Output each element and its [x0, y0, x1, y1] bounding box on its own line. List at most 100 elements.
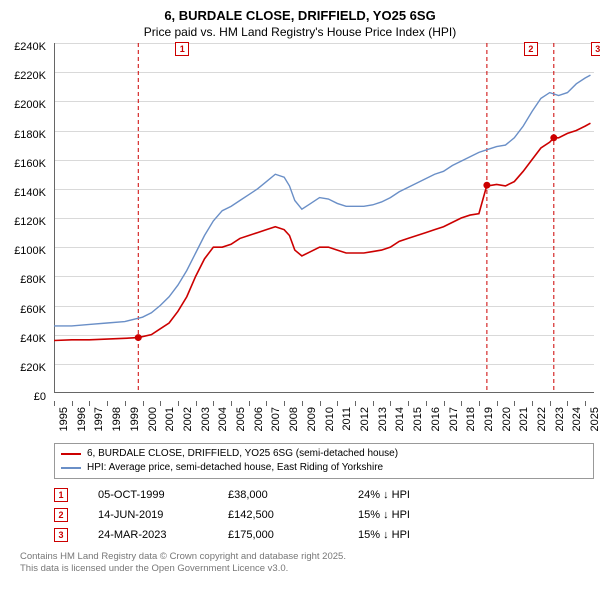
x-axis-label: 2014 [394, 407, 406, 431]
marker-table-date: 14-JUN-2019 [98, 509, 228, 521]
x-tick [461, 401, 462, 406]
x-tick [213, 401, 214, 406]
footer-attribution: Contains HM Land Registry data © Crown c… [20, 551, 590, 575]
x-axis-label: 2011 [341, 407, 353, 431]
x-axis-label: 2021 [518, 407, 530, 431]
sale-point-dot [135, 334, 142, 341]
x-tick [514, 401, 515, 406]
series-hpi [54, 75, 590, 326]
x-tick [89, 401, 90, 406]
x-axis-label: 1996 [76, 407, 88, 431]
x-tick [54, 401, 55, 406]
x-axis-label: 1995 [58, 407, 70, 431]
x-tick [426, 401, 427, 406]
legend-label-hpi: HPI: Average price, semi-detached house,… [87, 461, 383, 475]
y-axis-label: £140K [14, 187, 46, 199]
marker-table-diff: 15% ↓ HPI [358, 509, 488, 521]
x-tick [249, 401, 250, 406]
x-axis-label: 2019 [483, 407, 495, 431]
marker-table-price: £38,000 [228, 489, 358, 501]
x-tick [532, 401, 533, 406]
marker-table-date: 24-MAR-2023 [98, 529, 228, 541]
plot-area: 123 [54, 43, 594, 393]
title-block: 6, BURDALE CLOSE, DRIFFIELD, YO25 6SG Pr… [10, 8, 590, 39]
x-axis-label: 1998 [111, 407, 123, 431]
x-tick [497, 401, 498, 406]
x-axis-label: 1997 [93, 407, 105, 431]
x-tick [72, 401, 73, 406]
legend-row-hpi: HPI: Average price, semi-detached house,… [61, 461, 587, 475]
x-tick [408, 401, 409, 406]
x-axis-label: 2017 [448, 407, 460, 431]
x-tick [231, 401, 232, 406]
marker-table-diff: 15% ↓ HPI [358, 529, 488, 541]
chart-subtitle: Price paid vs. HM Land Registry's House … [10, 25, 590, 39]
marker-table-num: 3 [54, 528, 68, 542]
x-tick [320, 401, 321, 406]
chart-lines [54, 43, 594, 393]
marker-table-date: 05-OCT-1999 [98, 489, 228, 501]
x-tick [107, 401, 108, 406]
x-axis-label: 2006 [253, 407, 265, 431]
y-axis-label: £60K [20, 304, 46, 316]
x-tick [302, 401, 303, 406]
x-axis-label: 2020 [501, 407, 513, 431]
marker-table-row: 3 24-MAR-2023£175,00015% ↓ HPI [54, 525, 594, 545]
x-tick [196, 401, 197, 406]
y-axis-label: £120K [14, 216, 46, 228]
y-axis-label: £160K [14, 158, 46, 170]
chart-container: 6, BURDALE CLOSE, DRIFFIELD, YO25 6SG Pr… [0, 0, 600, 590]
y-axis-label: £240K [14, 41, 46, 53]
x-axis: 1995199619971998199920002001200220032004… [54, 401, 594, 451]
x-tick [125, 401, 126, 406]
legend-swatch-hpi [61, 467, 81, 469]
x-tick [178, 401, 179, 406]
x-tick [266, 401, 267, 406]
x-axis-label: 1999 [129, 407, 141, 431]
y-axis-label: £20K [20, 362, 46, 374]
x-tick [390, 401, 391, 406]
x-tick [479, 401, 480, 406]
x-tick [585, 401, 586, 406]
marker-table-price: £175,000 [228, 529, 358, 541]
y-axis-label: £80K [20, 274, 46, 286]
x-tick [373, 401, 374, 406]
marker-table-num: 2 [54, 508, 68, 522]
series-price_paid [54, 123, 590, 340]
marker-box-2: 2 [524, 42, 538, 56]
x-axis-label: 2012 [359, 407, 371, 431]
sale-point-dot [550, 134, 557, 141]
y-axis-label: £200K [14, 99, 46, 111]
x-axis-label: 2022 [536, 407, 548, 431]
x-axis-label: 2010 [324, 407, 336, 431]
x-tick [284, 401, 285, 406]
x-axis-label: 2025 [589, 407, 600, 431]
marker-box-1: 1 [175, 42, 189, 56]
x-tick [160, 401, 161, 406]
sale-point-dot [483, 182, 490, 189]
x-axis-label: 2000 [147, 407, 159, 431]
x-tick [567, 401, 568, 406]
x-axis-label: 2015 [412, 407, 424, 431]
x-axis-label: 2018 [465, 407, 477, 431]
x-axis-label: 2013 [377, 407, 389, 431]
marker-box-3: 3 [591, 42, 600, 56]
x-axis-label: 2016 [430, 407, 442, 431]
marker-table-row: 2 14-JUN-2019£142,50015% ↓ HPI [54, 505, 594, 525]
x-tick [355, 401, 356, 406]
x-tick [444, 401, 445, 406]
x-axis-label: 2023 [554, 407, 566, 431]
x-axis-label: 2005 [235, 407, 247, 431]
x-axis-label: 2008 [288, 407, 300, 431]
marker-table-row: 1 05-OCT-1999£38,00024% ↓ HPI [54, 485, 594, 505]
y-axis-label: £180K [14, 129, 46, 141]
marker-table-num: 1 [54, 488, 68, 502]
legend-swatch-price-paid [61, 453, 81, 455]
chart-title-address: 6, BURDALE CLOSE, DRIFFIELD, YO25 6SG [10, 8, 590, 23]
x-tick [143, 401, 144, 406]
marker-table: 1 05-OCT-1999£38,00024% ↓ HPI 2 14-JUN-2019… [54, 485, 594, 545]
marker-table-price: £142,500 [228, 509, 358, 521]
y-axis-label: £0 [34, 391, 46, 403]
marker-table-diff: 24% ↓ HPI [358, 489, 488, 501]
footer-line1: Contains HM Land Registry data © Crown c… [20, 551, 590, 563]
